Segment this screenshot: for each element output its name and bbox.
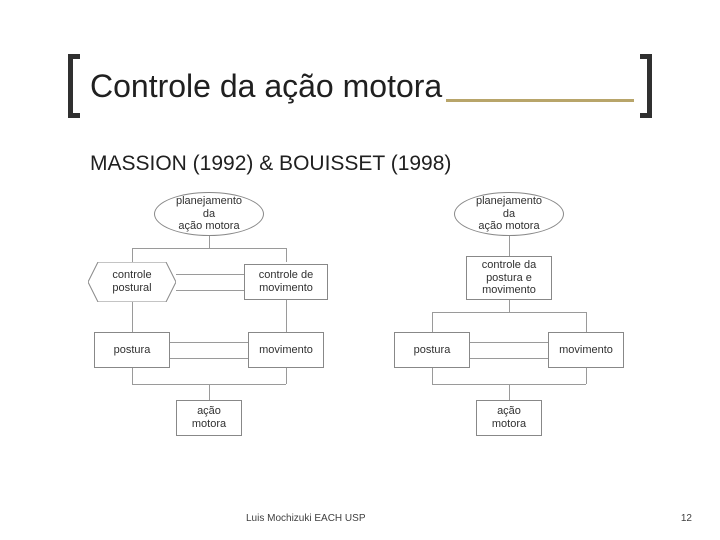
connector bbox=[586, 368, 587, 384]
connector bbox=[286, 368, 287, 384]
connector bbox=[432, 312, 586, 313]
connector bbox=[286, 300, 287, 332]
connector bbox=[209, 384, 210, 400]
connector bbox=[509, 384, 510, 400]
left-mid-hex-label: controlepostural bbox=[112, 269, 151, 294]
page-title: Controle da ação motora bbox=[86, 68, 446, 105]
connector bbox=[470, 358, 548, 359]
bracket-right-icon bbox=[640, 54, 652, 118]
connector bbox=[170, 342, 248, 343]
subtitle: MASSION (1992) & BOUISSET (1998) bbox=[90, 152, 451, 176]
connector bbox=[470, 342, 548, 343]
page-number: 12 bbox=[681, 513, 692, 524]
right-bottom-rect: açãomotora bbox=[476, 400, 542, 436]
left-top-oval: planejamentodaação motora bbox=[154, 192, 264, 236]
connector bbox=[176, 290, 244, 291]
right-top-oval: planejamentodaação motora bbox=[454, 192, 564, 236]
connector bbox=[586, 312, 587, 332]
connector bbox=[132, 248, 286, 249]
title-rule bbox=[446, 99, 634, 102]
connector bbox=[209, 236, 210, 248]
connector bbox=[509, 300, 510, 312]
connector bbox=[286, 248, 287, 262]
left-mid-hexagon: controlepostural bbox=[88, 262, 176, 302]
connector bbox=[432, 368, 433, 384]
right-low-right-rect: movimento bbox=[548, 332, 624, 368]
connector bbox=[170, 358, 248, 359]
connector bbox=[132, 248, 133, 262]
left-low-left-rect: postura bbox=[94, 332, 170, 368]
connector bbox=[509, 236, 510, 256]
footer-credit: Luis Mochizuki EACH USP bbox=[246, 513, 365, 524]
title-bar: Controle da ação motora bbox=[68, 54, 652, 118]
connector bbox=[432, 312, 433, 332]
left-bottom-rect: açãomotora bbox=[176, 400, 242, 436]
connector bbox=[176, 274, 244, 275]
left-low-right-rect: movimento bbox=[248, 332, 324, 368]
right-mid-rect: controle dapostura emovimento bbox=[466, 256, 552, 300]
connector bbox=[132, 368, 133, 384]
bracket-left-icon bbox=[68, 54, 80, 118]
connector bbox=[132, 302, 133, 332]
left-mid-rect: controle demovimento bbox=[244, 264, 328, 300]
right-low-left-rect: postura bbox=[394, 332, 470, 368]
diagrams-area: planejamentodaação motora controlepostur… bbox=[72, 192, 648, 492]
